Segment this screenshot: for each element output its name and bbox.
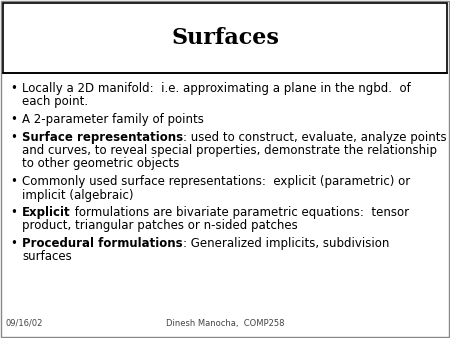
Text: formulations are bivariate parametric equations:  tensor: formulations are bivariate parametric eq…	[71, 206, 409, 219]
Text: Explicit: Explicit	[22, 206, 71, 219]
Text: Surface representations: Surface representations	[22, 130, 183, 144]
Text: •: •	[10, 206, 17, 219]
Text: Locally a 2D manifold:  i.e. approximating a plane in the ngbd.  of: Locally a 2D manifold: i.e. approximatin…	[22, 82, 411, 95]
Text: : Generalized implicits, subdivision: : Generalized implicits, subdivision	[183, 237, 389, 250]
Bar	[3, 3, 447, 73]
Text: •: •	[10, 130, 17, 144]
Text: Dinesh Manocha,  COMP258: Dinesh Manocha, COMP258	[166, 319, 284, 328]
Text: •: •	[10, 82, 17, 95]
Text: implicit (algebraic): implicit (algebraic)	[22, 189, 134, 201]
Text: Procedural formulations: Procedural formulations	[22, 237, 183, 250]
Text: A 2-parameter family of points: A 2-parameter family of points	[22, 113, 204, 126]
Text: surfaces: surfaces	[22, 250, 72, 264]
Text: to other geometric objects: to other geometric objects	[22, 158, 180, 170]
Text: product, triangular patches or n-sided patches: product, triangular patches or n-sided p…	[22, 219, 298, 233]
Text: each point.: each point.	[22, 96, 88, 108]
Text: Commonly used surface representations:  explicit (parametric) or: Commonly used surface representations: e…	[22, 175, 410, 188]
Text: : used to construct, evaluate, analyze points: : used to construct, evaluate, analyze p…	[183, 130, 447, 144]
Text: Surfaces: Surfaces	[171, 27, 279, 49]
Text: and curves, to reveal special properties, demonstrate the relationship: and curves, to reveal special properties…	[22, 144, 437, 157]
Text: •: •	[10, 113, 17, 126]
Text: 09/16/02: 09/16/02	[6, 319, 43, 328]
Text: •: •	[10, 175, 17, 188]
Text: •: •	[10, 237, 17, 250]
